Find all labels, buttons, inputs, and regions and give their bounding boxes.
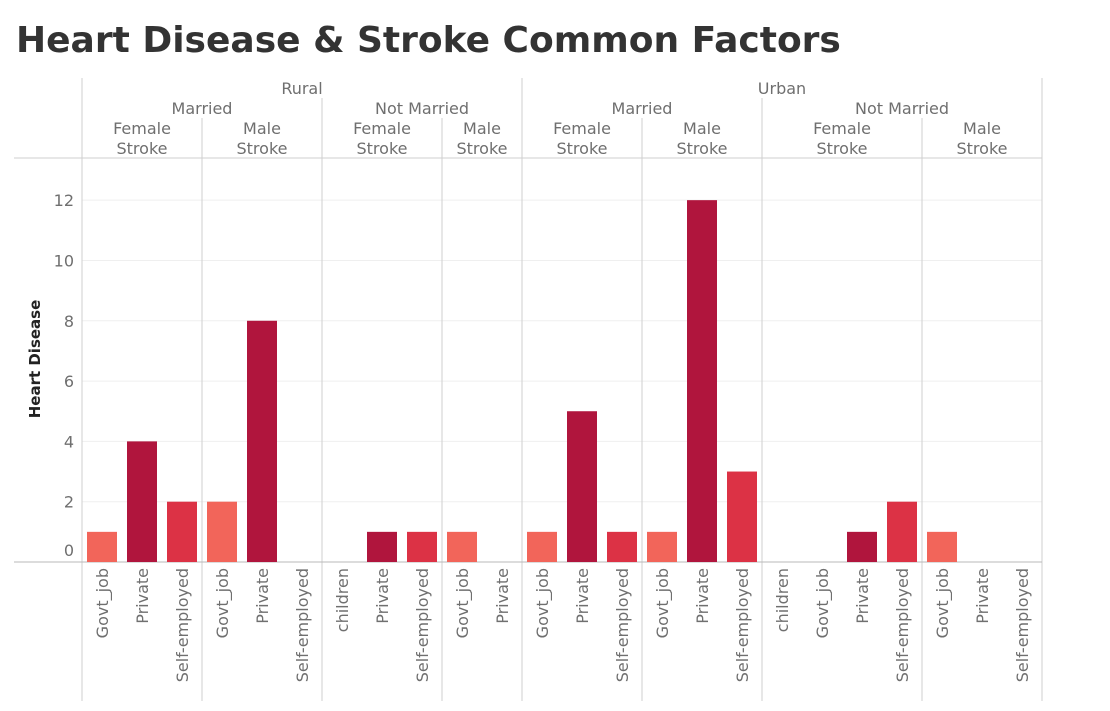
x-category-label: Private bbox=[373, 568, 392, 624]
bar[interactable] bbox=[567, 411, 597, 562]
header-gender: Male bbox=[243, 119, 281, 138]
x-category-label: children bbox=[773, 568, 792, 632]
header-gender: Male bbox=[463, 119, 501, 138]
x-category-label: Govt_job bbox=[653, 568, 673, 638]
x-category-label: Private bbox=[693, 568, 712, 624]
x-category-label: Govt_job bbox=[93, 568, 113, 638]
header-gender: Male bbox=[683, 119, 721, 138]
header-married: Married bbox=[172, 99, 233, 118]
bar[interactable] bbox=[167, 501, 197, 562]
x-category-label: Self-employed bbox=[173, 568, 192, 682]
header-gender: Male bbox=[963, 119, 1001, 138]
header-married: Not Married bbox=[855, 99, 949, 118]
y-tick-label: 6 bbox=[64, 372, 74, 391]
x-category-label: Self-employed bbox=[293, 568, 312, 682]
bar[interactable] bbox=[247, 320, 277, 562]
x-category-label: Govt_job bbox=[533, 568, 553, 638]
header-married: Not Married bbox=[375, 99, 469, 118]
bar[interactable] bbox=[647, 531, 677, 562]
y-tick-label: 4 bbox=[64, 432, 74, 451]
x-category-label: Private bbox=[253, 568, 272, 624]
header-stroke: Stroke bbox=[117, 139, 168, 158]
header-married: Married bbox=[612, 99, 673, 118]
header-gender: Female bbox=[553, 119, 611, 138]
x-category-label: Govt_job bbox=[213, 568, 233, 638]
x-category-label: Self-employed bbox=[733, 568, 752, 682]
bar[interactable] bbox=[207, 501, 237, 562]
x-category-label: Private bbox=[973, 568, 992, 624]
header-stroke: Stroke bbox=[357, 139, 408, 158]
x-category-label: Self-employed bbox=[1013, 568, 1032, 682]
bar[interactable] bbox=[87, 531, 117, 562]
x-category-label: Self-employed bbox=[613, 568, 632, 682]
y-tick-label: 0 bbox=[64, 541, 74, 560]
bar[interactable] bbox=[127, 441, 157, 562]
header-gender: Female bbox=[113, 119, 171, 138]
header-stroke: Stroke bbox=[817, 139, 868, 158]
x-category-label: Govt_job bbox=[933, 568, 953, 638]
x-category-label: Govt_job bbox=[453, 568, 473, 638]
bar[interactable] bbox=[687, 200, 717, 562]
y-axis-label: Heart Disease bbox=[26, 300, 44, 419]
header-gender: Female bbox=[353, 119, 411, 138]
chart-title: Heart Disease & Stroke Common Factors bbox=[16, 20, 841, 61]
y-tick-label: 12 bbox=[54, 191, 74, 210]
y-tick-label: 2 bbox=[64, 493, 74, 512]
y-tick-label: 8 bbox=[64, 312, 74, 331]
x-category-label: Self-employed bbox=[893, 568, 912, 682]
header-stroke: Stroke bbox=[677, 139, 728, 158]
x-category-label: Self-employed bbox=[413, 568, 432, 682]
x-category-label: children bbox=[333, 568, 352, 632]
bar[interactable] bbox=[607, 531, 637, 562]
bar[interactable] bbox=[727, 471, 757, 562]
header-stroke: Stroke bbox=[457, 139, 508, 158]
bar[interactable] bbox=[407, 531, 437, 562]
x-category-label: Private bbox=[493, 568, 512, 624]
bar[interactable] bbox=[887, 501, 917, 562]
x-category-label: Private bbox=[133, 568, 152, 624]
header-gender: Female bbox=[813, 119, 871, 138]
x-category-label: Private bbox=[573, 568, 592, 624]
bar[interactable] bbox=[927, 531, 957, 562]
y-tick-label: 10 bbox=[54, 251, 74, 270]
bar[interactable] bbox=[367, 531, 397, 562]
x-category-label: Private bbox=[853, 568, 872, 624]
header-residence: Rural bbox=[281, 79, 322, 98]
bar[interactable] bbox=[847, 531, 877, 562]
header-residence: Urban bbox=[758, 79, 806, 98]
bar[interactable] bbox=[527, 531, 557, 562]
header-stroke: Stroke bbox=[957, 139, 1008, 158]
x-category-label: Govt_job bbox=[813, 568, 833, 638]
header-stroke: Stroke bbox=[237, 139, 288, 158]
header-stroke: Stroke bbox=[557, 139, 608, 158]
bar[interactable] bbox=[447, 531, 477, 562]
